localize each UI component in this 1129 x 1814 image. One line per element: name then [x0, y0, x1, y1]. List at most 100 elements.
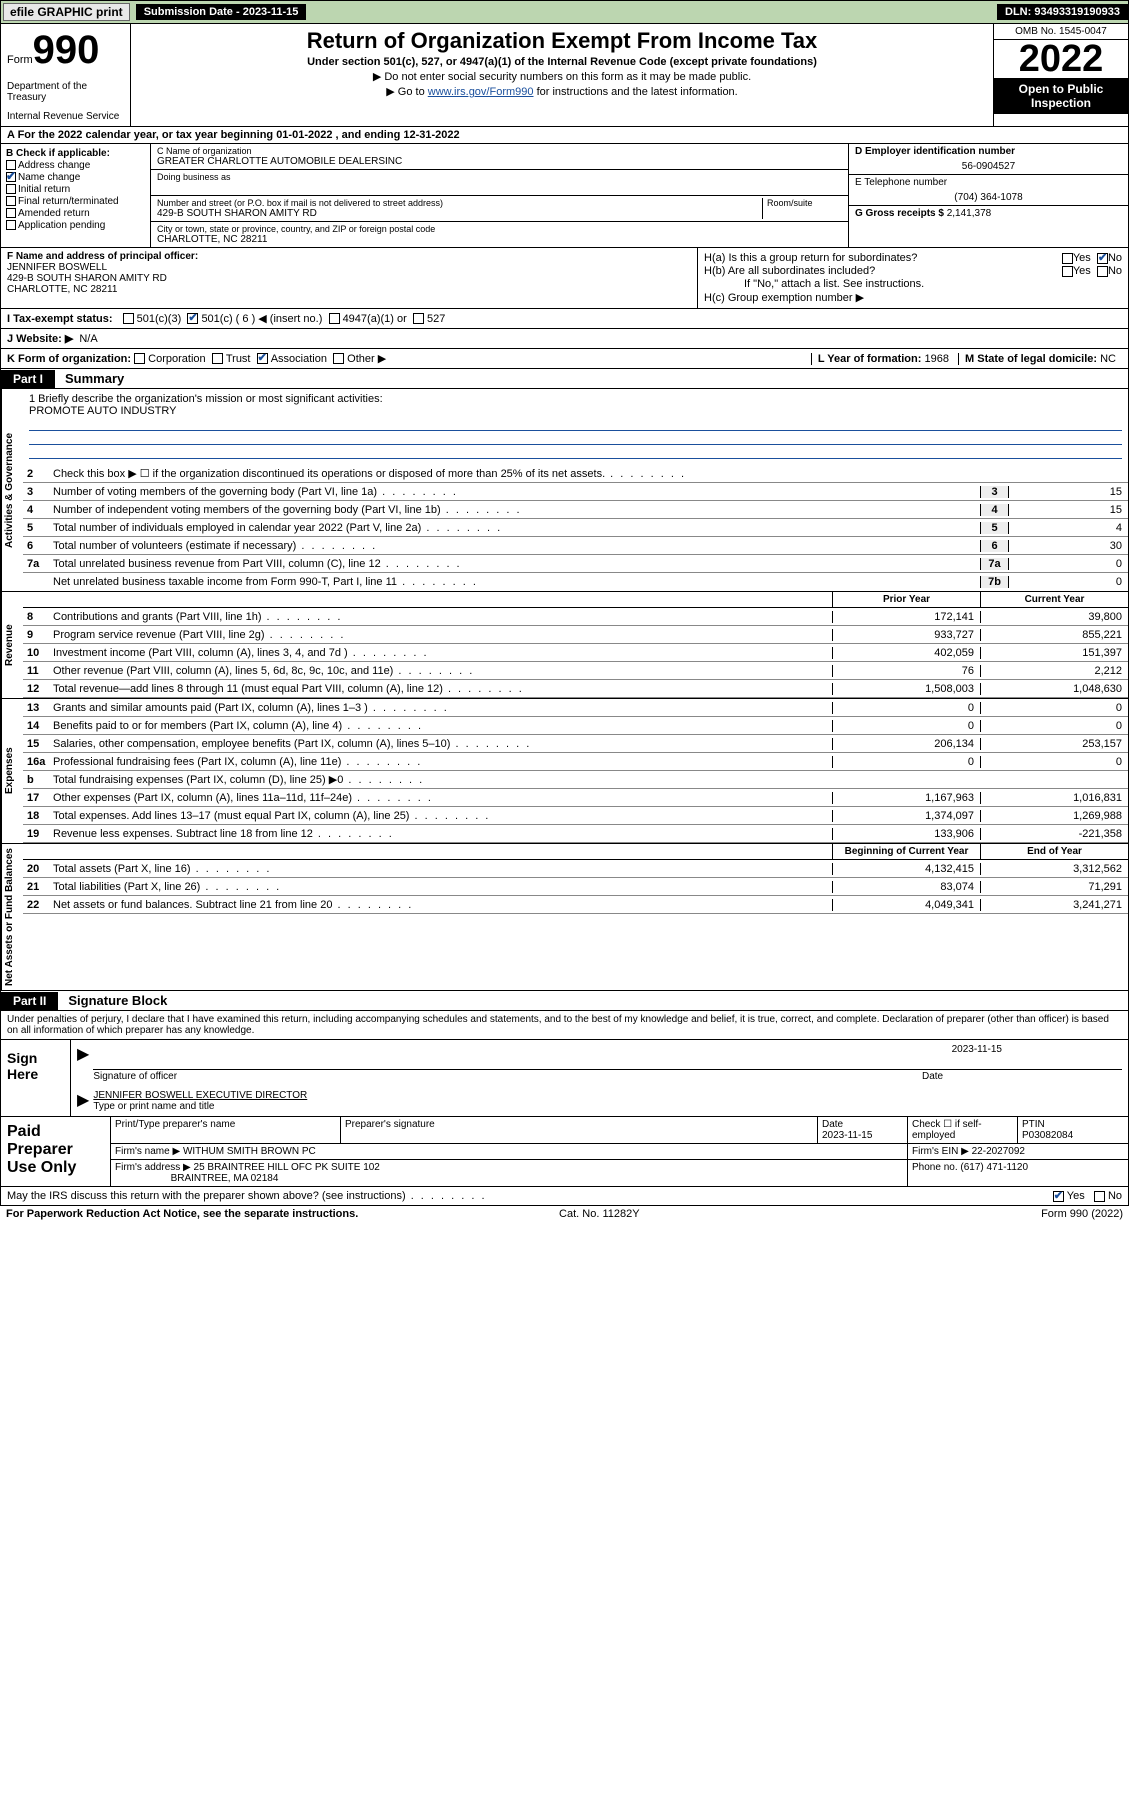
ptin-hdr: PTIN [1022, 1119, 1124, 1130]
summary-line: 4Number of independent voting members of… [23, 501, 1128, 519]
box-b: B Check if applicable: Address change Na… [1, 144, 151, 247]
trust-checkbox[interactable] [212, 353, 223, 364]
summary-line: Net unrelated business taxable income fr… [23, 573, 1128, 591]
h-c-label: H(c) Group exemption number ▶ [704, 291, 1122, 304]
form-header: Form990 Department of the Treasury Inter… [0, 24, 1129, 127]
mission-label: 1 Briefly describe the organization's mi… [29, 393, 1122, 405]
sign-here-label: Sign Here [1, 1040, 71, 1116]
summary-line: 13Grants and similar amounts paid (Part … [23, 699, 1128, 717]
street-value: 429-B SOUTH SHARON AMITY RD [157, 208, 762, 219]
assoc-label: Association [271, 353, 327, 365]
discuss-no: No [1108, 1190, 1122, 1202]
part-i-num: Part I [1, 370, 55, 388]
corp-checkbox[interactable] [134, 353, 145, 364]
gross-value: 2,141,378 [947, 208, 992, 219]
other-checkbox[interactable] [333, 353, 344, 364]
mission-text: PROMOTE AUTO INDUSTRY [29, 405, 1122, 417]
city-value: CHARLOTTE, NC 28211 [157, 234, 842, 245]
trust-label: Trust [226, 353, 251, 365]
efile-print-button[interactable]: efile GRAPHIC print [3, 3, 130, 21]
hb-yes-checkbox[interactable] [1062, 266, 1073, 277]
prior-year-hdr: Prior Year [832, 592, 980, 607]
discuss-yes-checkbox[interactable] [1053, 1191, 1064, 1202]
prep-date-val: 2023-11-15 [822, 1130, 903, 1141]
title-block: Return of Organization Exempt From Incom… [131, 24, 993, 126]
assoc-checkbox[interactable] [257, 353, 268, 364]
firm-name: WITHUM SMITH BROWN PC [183, 1146, 316, 1157]
dept-label: Department of the Treasury [7, 81, 124, 103]
501c3-checkbox[interactable] [123, 313, 134, 324]
org-form-row: K Form of organization: Corporation Trus… [0, 349, 1129, 369]
discuss-no-checkbox[interactable] [1094, 1191, 1105, 1202]
summary-line: bTotal fundraising expenses (Part IX, co… [23, 771, 1128, 789]
sig-date-label: Date [922, 1071, 1122, 1082]
final-return-label: Final return/terminated [18, 196, 119, 207]
summary-line: 2Check this box ▶ ☐ if the organization … [23, 465, 1128, 483]
penalty-text: Under penalties of perjury, I declare th… [0, 1011, 1129, 1040]
discuss-yes: Yes [1067, 1190, 1085, 1202]
summary-line: 12Total revenue—add lines 8 through 11 (… [23, 680, 1128, 698]
phone-value: (704) 364-1078 [855, 192, 1122, 203]
cat-no: Cat. No. 11282Y [559, 1208, 640, 1220]
paperwork-notice: For Paperwork Reduction Act Notice, see … [6, 1208, 358, 1220]
h-note: If "No," attach a list. See instructions… [704, 278, 1122, 290]
city-label: City or town, state or province, country… [157, 224, 842, 234]
501c-checkbox[interactable] [187, 313, 198, 324]
website-label: J Website: ▶ [7, 332, 73, 345]
officer-name: JENNIFER BOSWELL [7, 262, 691, 273]
paid-preparer-label: Paid Preparer Use Only [1, 1117, 111, 1186]
irs-label: Internal Revenue Service [7, 111, 124, 122]
footer: For Paperwork Reduction Act Notice, see … [0, 1206, 1129, 1222]
final-return-checkbox[interactable] [6, 196, 16, 206]
org-name-label: C Name of organization [157, 146, 842, 156]
vtab-net: Net Assets or Fund Balances [1, 844, 23, 990]
ha-yes: Yes [1073, 252, 1091, 264]
summary-rev: Revenue Prior Year Current Year 8Contrib… [0, 592, 1129, 699]
tax-year: 2022 [994, 40, 1128, 78]
firm-addr1: 25 BRAINTREE HILL OFC PK SUITE 102 [194, 1162, 380, 1173]
part-ii-num: Part II [1, 992, 58, 1010]
name-change-checkbox[interactable] [6, 172, 16, 182]
orgform-label: K Form of organization: [7, 353, 131, 365]
amended-label: Amended return [18, 208, 90, 219]
app-pending-checkbox[interactable] [6, 220, 16, 230]
phone-label: E Telephone number [855, 177, 1122, 188]
initial-return-checkbox[interactable] [6, 184, 16, 194]
ha-no-checkbox[interactable] [1097, 253, 1108, 264]
domicile-label: M State of legal domicile: [965, 353, 1097, 365]
ha-yes-checkbox[interactable] [1062, 253, 1073, 264]
form-title: Return of Organization Exempt From Incom… [137, 28, 987, 54]
hb-yes: Yes [1073, 265, 1091, 277]
hb-no-checkbox[interactable] [1097, 266, 1108, 277]
sign-here-block: Sign Here ▶ 2023-11-15 Signature of offi… [0, 1040, 1129, 1117]
box-b-label: B Check if applicable: [6, 148, 145, 159]
sign-date: 2023-11-15 [93, 1044, 1122, 1055]
paid-preparer-block: Paid Preparer Use Only Print/Type prepar… [0, 1117, 1129, 1187]
form-subtitle-3: ▶ Go to www.irs.gov/Form990 for instruct… [137, 85, 987, 98]
4947-checkbox[interactable] [329, 313, 340, 324]
sig-officer-label: Signature of officer [93, 1071, 922, 1082]
box-h: H(a) Is this a group return for subordin… [698, 248, 1128, 308]
summary-line: 17Other expenses (Part IX, column (A), l… [23, 789, 1128, 807]
irs-link[interactable]: www.irs.gov/Form990 [428, 86, 534, 98]
ptin-val: P03082084 [1022, 1130, 1124, 1141]
end-year-hdr: End of Year [980, 844, 1128, 859]
summary-exp: Expenses 13Grants and similar amounts pa… [0, 699, 1129, 844]
527-checkbox[interactable] [413, 313, 424, 324]
summary-line: 7aTotal unrelated business revenue from … [23, 555, 1128, 573]
firm-name-label: Firm's name ▶ [115, 1146, 180, 1157]
vtab-expenses: Expenses [1, 699, 23, 843]
gross-label: G Gross receipts $ [855, 208, 944, 219]
ha-no: No [1108, 252, 1122, 264]
initial-return-label: Initial return [18, 184, 70, 195]
501c-label: 501(c) ( 6 ) ◀ (insert no.) [201, 312, 322, 325]
ein-label: D Employer identification number [855, 146, 1122, 157]
h-b-label: H(b) Are all subordinates included? [704, 265, 875, 277]
submission-date: Submission Date - 2023-11-15 [136, 4, 307, 20]
firm-addr2: BRAINTREE, MA 02184 [171, 1173, 279, 1184]
firm-phone-label: Phone no. [912, 1162, 958, 1173]
street-label: Number and street (or P.O. box if mail i… [157, 198, 762, 208]
box-d-e-g: D Employer identification number 56-0904… [848, 144, 1128, 247]
box-c: C Name of organization GREATER CHARLOTTE… [151, 144, 848, 247]
amended-checkbox[interactable] [6, 208, 16, 218]
